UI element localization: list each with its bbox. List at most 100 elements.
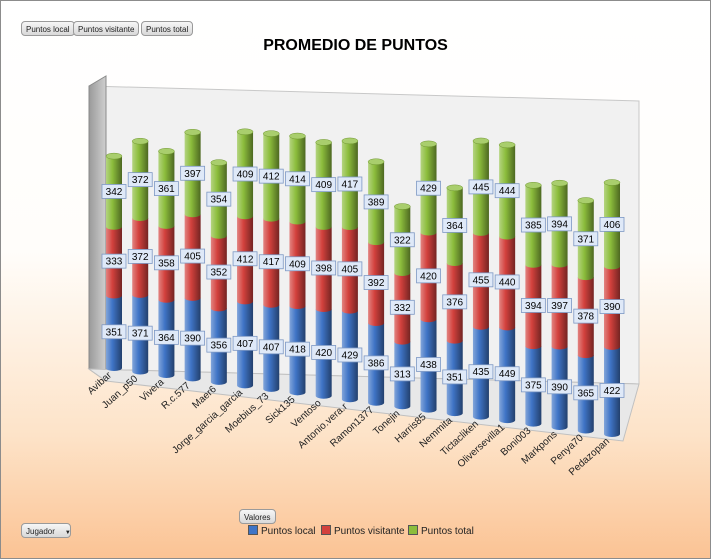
data-label: 409 <box>315 180 332 191</box>
filter-button-jugador[interactable]: Jugador ▼ <box>21 523 71 538</box>
bar-cap <box>446 184 463 192</box>
bar-cap <box>498 141 516 149</box>
bar-stack: 386 392 389 <box>363 158 389 406</box>
data-label: 351 <box>446 372 463 383</box>
data-label-box <box>101 324 127 340</box>
legend-swatch-total <box>408 525 418 535</box>
data-label-box <box>154 329 179 345</box>
bar-cap <box>131 137 149 145</box>
data-label: 356 <box>210 341 227 352</box>
data-label-box <box>285 256 310 272</box>
data-label: 394 <box>551 219 568 230</box>
values-button[interactable]: Valores <box>239 509 276 524</box>
data-label-box <box>180 330 206 346</box>
data-label-box <box>416 357 441 372</box>
bar-cap <box>236 128 254 136</box>
data-label-box <box>468 272 494 288</box>
field-button-puntos-visitante[interactable]: Puntos visitante <box>73 21 140 36</box>
data-label: 376 <box>446 297 463 308</box>
bar-cap <box>184 129 201 136</box>
data-label: 449 <box>499 369 516 380</box>
data-label-box <box>206 264 232 280</box>
data-label-box <box>311 260 337 276</box>
data-label: 455 <box>473 275 490 286</box>
data-label-box <box>442 294 468 310</box>
data-label: 372 <box>132 175 149 186</box>
data-label-box <box>258 339 284 355</box>
data-label: 371 <box>577 234 594 245</box>
data-label-box <box>154 255 179 271</box>
data-label: 351 <box>106 327 123 338</box>
data-label-box <box>520 298 546 313</box>
bar-cap <box>263 130 280 137</box>
bar-stack: 435 455 445 <box>468 137 494 420</box>
data-label-box <box>389 232 415 248</box>
data-label-box <box>599 299 625 314</box>
data-label: 372 <box>132 252 149 263</box>
bar-stack: 438 420 429 <box>416 140 441 413</box>
bar-stack: 371 372 372 <box>127 137 153 375</box>
data-label-box <box>442 218 468 233</box>
data-label-box <box>468 364 494 380</box>
data-label: 385 <box>525 221 542 232</box>
bar-cap <box>603 179 621 186</box>
data-label-box <box>468 179 494 195</box>
data-label-box <box>232 166 258 182</box>
bar-cap <box>315 139 332 146</box>
data-label-box <box>520 377 546 393</box>
data-label: 397 <box>551 301 568 312</box>
filter-button-label: Jugador <box>26 527 55 536</box>
data-label: 417 <box>342 179 359 190</box>
data-label-box <box>337 176 363 192</box>
data-label: 386 <box>368 358 385 369</box>
data-label-box <box>101 253 127 269</box>
data-label: 445 <box>473 182 490 193</box>
bar-stack: 365 378 371 <box>573 197 599 434</box>
data-label-box <box>547 298 572 313</box>
data-label-box <box>573 385 599 401</box>
data-label: 444 <box>499 186 516 197</box>
legend-item-puntos-total: Puntos total <box>408 525 474 539</box>
data-label: 429 <box>342 350 359 361</box>
bar-stack: 356 352 354 <box>206 159 232 385</box>
chevron-down-icon: ▼ <box>64 530 71 536</box>
data-label-box <box>520 217 546 233</box>
data-label-box <box>573 308 599 324</box>
data-label-box <box>180 248 206 264</box>
data-label-box <box>599 217 625 232</box>
data-label: 394 <box>525 301 542 312</box>
bar-stack: 313 332 322 <box>389 203 415 410</box>
data-label-box <box>416 180 441 196</box>
data-label: 412 <box>263 172 280 183</box>
data-label: 407 <box>237 339 254 350</box>
data-label: 412 <box>237 254 254 265</box>
data-label-box <box>547 379 572 395</box>
data-label: 414 <box>289 174 306 185</box>
field-button-puntos-total[interactable]: Puntos total <box>141 21 194 36</box>
data-label: 389 <box>368 197 385 208</box>
legend-item-puntos-visitante: Puntos visitante <box>321 525 405 539</box>
bar-cap <box>472 137 490 145</box>
data-label: 405 <box>342 264 359 275</box>
bar-cap <box>525 182 542 189</box>
data-label-box <box>442 369 468 385</box>
data-label-box <box>232 335 258 351</box>
data-label: 375 <box>525 380 542 391</box>
data-label-box <box>127 172 153 188</box>
data-label: 409 <box>237 170 254 181</box>
data-label-box <box>285 341 310 357</box>
data-label-box <box>285 171 310 187</box>
legend-label-visitante: Puntos visitante <box>334 526 405 537</box>
bar-stack: 390 397 394 <box>547 179 572 431</box>
data-label: 422 <box>604 386 621 397</box>
bar-stack: 364 358 361 <box>154 148 179 378</box>
data-label: 371 <box>132 329 149 340</box>
bar-stack: 351 376 364 <box>442 184 468 417</box>
data-label: 364 <box>158 333 175 344</box>
data-label-box <box>363 355 389 371</box>
data-label-box <box>363 275 389 290</box>
data-label: 378 <box>577 312 594 323</box>
data-label-box <box>232 251 258 267</box>
data-label: 406 <box>604 220 621 231</box>
